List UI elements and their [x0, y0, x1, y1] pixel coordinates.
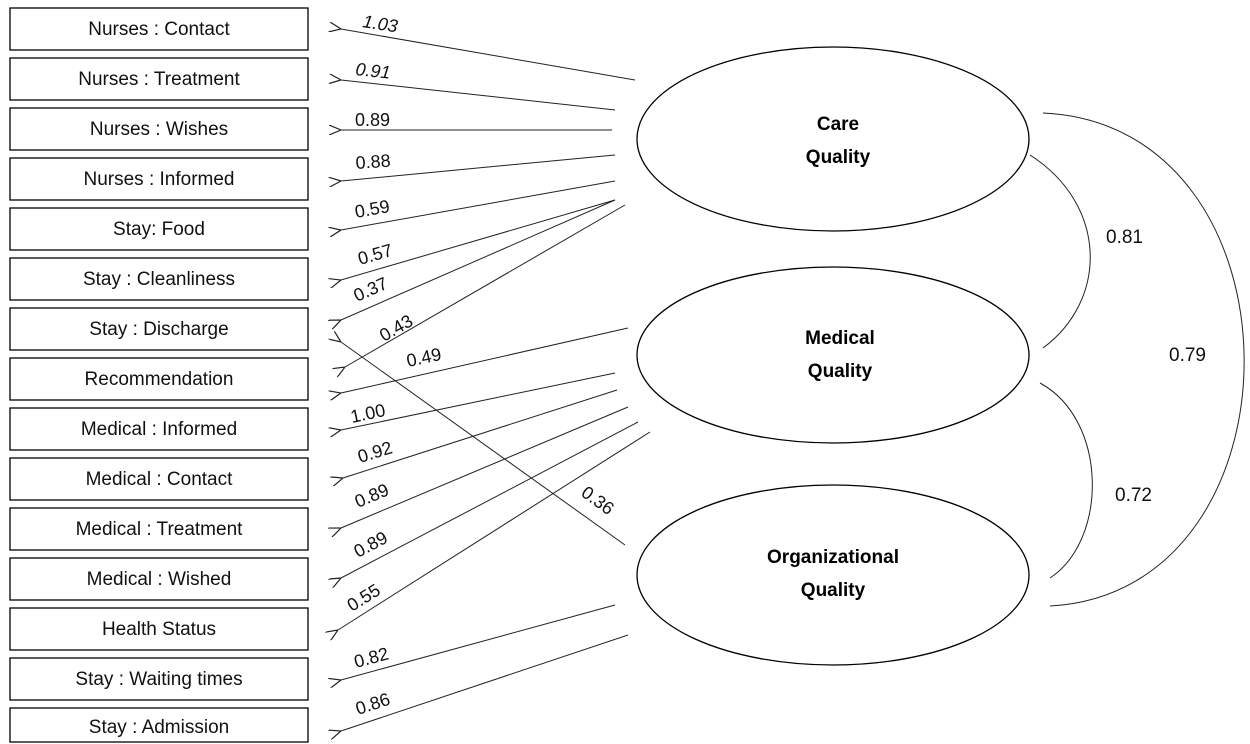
loading-path-care-stay-cleanliness: [341, 199, 616, 280]
indicator-medical-wished: Medical : Wished: [9, 557, 309, 601]
loading-label: 0.89: [355, 110, 390, 130]
indicator-label: Stay: Food: [113, 219, 205, 240]
indicator-label: Medical : Wished: [87, 569, 232, 590]
loading-path-care-nurses-contact: [341, 29, 636, 81]
indicator-stay-cleanliness: Stay : Cleanliness: [9, 257, 309, 301]
indicator-stay-admission: Stay : Admission: [9, 707, 309, 743]
loading-label: 0.55: [344, 580, 384, 616]
loading-label: 1.03: [361, 11, 399, 36]
indicator-column: Nurses : Contact Nurses : Treatment Nurs…: [9, 7, 309, 743]
loading-path-medical-recommendation: [341, 327, 629, 393]
loading-label: 0.86: [353, 689, 393, 719]
indicator-health-status: Health Status: [9, 607, 309, 651]
indicator-stay-waiting-times: Stay : Waiting times: [9, 657, 309, 701]
loading-label: 0.89: [350, 527, 390, 561]
loading-path-care-stay-food: [341, 180, 616, 230]
loading-label: 0.92: [355, 437, 394, 466]
loading-path-medical-wished: [341, 421, 639, 578]
factor-medical-quality: Medical Quality: [636, 266, 1030, 444]
indicator-medical-informed: Medical : Informed: [9, 407, 309, 451]
indicator-label: Nurses : Treatment: [78, 69, 240, 90]
indicator-label: Medical : Treatment: [76, 519, 244, 540]
loading-label: 0.89: [352, 480, 392, 512]
loading-label: 0.49: [405, 344, 443, 371]
indicator-label: Recommendation: [85, 369, 234, 390]
loading-path-medical-informed: [341, 372, 616, 430]
indicator-label: Medical : Informed: [81, 419, 237, 440]
indicator-label: Nurses : Contact: [88, 19, 230, 40]
loading-path-organizational-stay-discharge: [341, 342, 626, 546]
factor-label-line2: Quality: [801, 580, 866, 601]
loading-path-care-nurses-treatment: [341, 80, 616, 111]
indicator-medical-contact: Medical : Contact: [9, 457, 309, 501]
indicator-nurses-contact: Nurses : Contact: [9, 7, 309, 51]
indicator-label: Stay : Waiting times: [75, 669, 242, 690]
correlation-arc-care-medical: [1029, 154, 1091, 349]
indicator-medical-treatment: Medical : Treatment: [9, 507, 309, 551]
loading-path-care-stay-discharge: [341, 199, 616, 320]
indicator-nurses-informed: Nurses : Informed: [9, 157, 309, 201]
loading-path-medical-health-status: [338, 431, 651, 630]
correlation-label-medical-organizational: 0.72: [1115, 485, 1152, 506]
loading-paths: [338, 29, 651, 731]
factor-label-line1: Organizational: [767, 547, 899, 568]
factor-label-line2: Quality: [808, 361, 873, 382]
loading-label: 0.36: [578, 482, 618, 519]
loading-label: 0.59: [353, 196, 391, 222]
loading-path-organizational-admission: [341, 634, 629, 731]
indicator-nurses-treatment: Nurses : Treatment: [9, 57, 309, 101]
correlation-label-care-organizational: 0.79: [1169, 345, 1206, 366]
indicator-stay-discharge: Stay : Discharge: [9, 307, 309, 351]
loading-path-medical-contact: [343, 389, 618, 478]
loading-path-care-recommendation: [345, 204, 626, 367]
loading-label: 0.88: [355, 151, 391, 173]
indicator-label: Stay : Discharge: [89, 319, 228, 340]
factor-care-quality: Care Quality: [636, 46, 1030, 232]
loading-labels: 1.03 0.91 0.89 0.88 0.59 0.57 0.37 0.43 …: [344, 11, 618, 719]
loading-label: 0.57: [356, 240, 395, 269]
factor-organizational-quality: Organizational Quality: [636, 484, 1030, 666]
loading-label: 0.91: [355, 59, 392, 83]
loading-path-care-nurses-informed: [341, 154, 616, 181]
loading-path-organizational-waiting-times: [341, 604, 616, 680]
correlation-arcs: 0.81 0.72 0.79: [1029, 112, 1245, 607]
indicator-label: Stay : Admission: [89, 717, 229, 738]
indicator-label: Nurses : Wishes: [90, 119, 228, 140]
factor-label-line2: Quality: [806, 147, 871, 168]
loading-label: 1.00: [349, 400, 387, 427]
correlation-arc-medical-organizational: [1039, 382, 1093, 579]
loading-path-medical-treatment: [341, 406, 629, 528]
indicator-label: Stay : Cleanliness: [83, 269, 235, 290]
indicator-nurses-wishes: Nurses : Wishes: [9, 107, 309, 151]
correlation-arc-care-organizational: [1042, 112, 1245, 607]
indicator-label: Nurses : Informed: [84, 169, 235, 190]
factor-label-line1: Medical: [805, 328, 875, 349]
indicator-label: Health Status: [102, 619, 216, 640]
indicator-label: Medical : Contact: [86, 469, 234, 490]
correlation-label-care-medical: 0.81: [1106, 227, 1143, 248]
indicator-recommendation: Recommendation: [9, 357, 309, 401]
indicator-stay-food: Stay: Food: [9, 207, 309, 251]
factor-label-line1: Care: [817, 114, 859, 135]
loading-label: 0.43: [376, 311, 416, 346]
